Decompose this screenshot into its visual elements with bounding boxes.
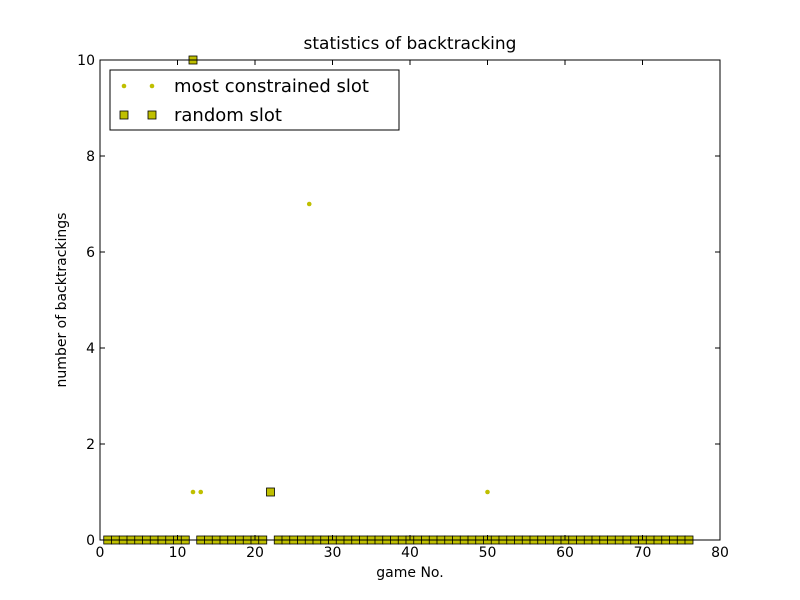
legend-label-most-constrained: most constrained slot <box>174 76 369 97</box>
legend-square-marker-2 <box>147 110 157 120</box>
legend-dot-marker-1 <box>121 83 127 89</box>
x-tick-label: 70 <box>634 545 652 561</box>
y-tick-label: 0 <box>86 533 95 549</box>
most-constrained-point <box>485 489 490 495</box>
y-tick-label: 6 <box>86 245 95 261</box>
y-tick-label: 10 <box>77 53 95 69</box>
most-constrained-point <box>306 201 312 207</box>
chart-title: statistics of backtracking <box>304 34 517 54</box>
y-axis-label: number of backtrackings <box>54 213 70 388</box>
x-tick-label: 30 <box>324 545 342 561</box>
y-tick-label: 4 <box>86 341 95 357</box>
y-tick-label: 2 <box>86 437 95 453</box>
y-tick-label: 8 <box>86 149 95 165</box>
x-tick-label: 40 <box>401 545 419 561</box>
legend-label-random-slot: random slot <box>174 105 282 126</box>
x-tick-label: 20 <box>246 545 264 561</box>
random-slot-point <box>266 487 275 497</box>
x-tick-label: 0 <box>96 545 105 561</box>
x-axis-label: game No. <box>376 565 443 581</box>
legend-box <box>109 69 400 131</box>
most-constrained-point <box>190 489 196 495</box>
plot-frame <box>99 59 721 541</box>
x-tick-label: 10 <box>169 545 187 561</box>
legend-dot-marker-2 <box>149 83 155 89</box>
x-tick-label: 80 <box>711 545 729 561</box>
most-constrained-point <box>198 489 204 495</box>
x-tick-label: 60 <box>556 545 574 561</box>
legend-square-marker-1 <box>119 110 129 120</box>
x-tick-label: 50 <box>479 545 497 561</box>
legend: most constrained slot random slot <box>109 69 400 131</box>
